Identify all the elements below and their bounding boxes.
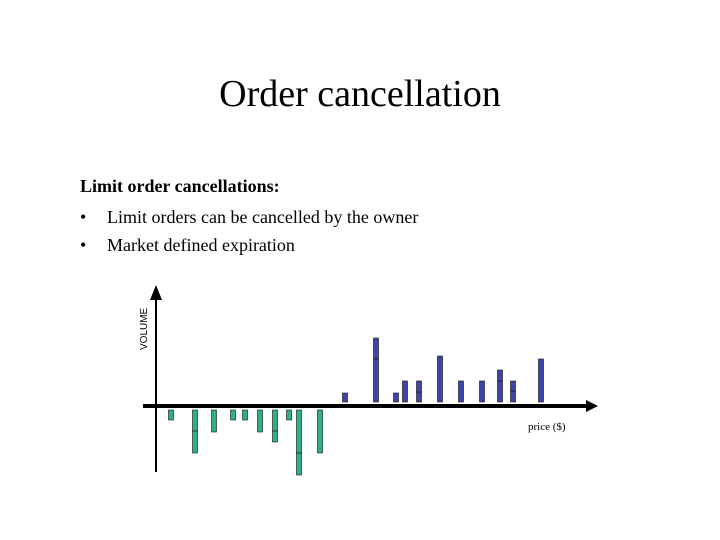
sell-order-bar-segment: [538, 358, 544, 403]
sell-order-bar-segment: [416, 391, 422, 403]
buy-order-bar-segment: [242, 409, 248, 421]
buy-order-bar-segment: [257, 409, 263, 433]
sell-order-bar-segment: [393, 392, 399, 403]
x-axis-arrow: [586, 400, 598, 412]
sell-order-bar-segment: [342, 392, 348, 403]
buy-order-bar-segment: [272, 409, 278, 432]
x-axis-label: price ($): [528, 421, 566, 433]
sell-order-bar-segment: [497, 380, 503, 403]
sell-order-bar-segment: [510, 390, 516, 403]
buy-order-bar-segment: [192, 430, 198, 454]
sell-order-bar-segment: [416, 380, 422, 393]
y-axis-arrow: [150, 285, 162, 300]
buy-order-bar-segment: [211, 409, 217, 433]
bullet-item: • Limit orders can be cancelled by the ow…: [80, 203, 418, 231]
buy-order-bar-segment: [192, 409, 198, 432]
y-axis-label: VOLUME: [139, 307, 150, 350]
sell-order-bar-segment: [402, 380, 408, 403]
sell-order-bar-segment: [497, 369, 503, 382]
sell-order-bar-segment: [437, 355, 443, 403]
sell-order-bar-segment: [479, 380, 485, 403]
buy-order-bar-segment: [286, 409, 292, 421]
buy-order-bar-segment: [230, 409, 236, 421]
bullet-marker: •: [80, 207, 87, 227]
buy-order-bar-segment: [168, 409, 174, 421]
sell-order-bar-segment: [458, 380, 464, 403]
bullet-text: Market defined expiration: [107, 235, 295, 255]
bars-layer: [168, 337, 544, 476]
bullet-item: • Market defined expiration: [80, 231, 418, 259]
buy-order-bar-segment: [296, 452, 302, 476]
bullet-text: Limit orders can be cancelled by the own…: [107, 207, 419, 227]
buy-order-bar-segment: [296, 409, 302, 454]
bullet-marker: •: [80, 235, 87, 255]
buy-order-bar-segment: [272, 430, 278, 443]
sell-order-bar-segment: [373, 337, 379, 360]
bullet-list: • Limit orders can be cancelled by the ow…: [80, 203, 418, 259]
slide-title: Order cancellation: [219, 73, 501, 115]
buy-order-bar-segment: [317, 409, 323, 454]
sell-order-bar-segment: [510, 380, 516, 392]
sell-order-bar-segment: [373, 358, 379, 403]
subheading: Limit order cancellations:: [80, 176, 280, 196]
